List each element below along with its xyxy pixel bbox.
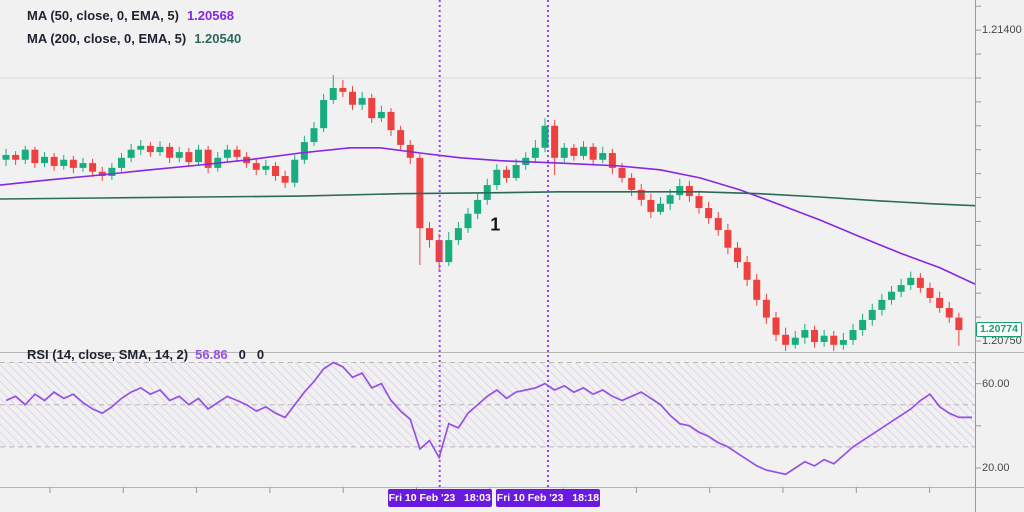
rsi-legend-label: RSI (14, close, SMA, 14, 2) — [27, 347, 189, 362]
ma50-legend-row[interactable]: MA (50, close, 0, EMA, 5) 1.20568 — [27, 4, 241, 27]
last-price-badge: 1.20774 — [976, 321, 1022, 337]
rsi-legend-value: 56.86 — [195, 347, 228, 362]
annotation-label-1[interactable]: 1 — [490, 214, 501, 235]
time-marker-badge-1818: Fri 10 Feb '23 18:18 — [495, 489, 600, 507]
rsi-legend-aux-upper: 0 — [238, 347, 246, 362]
rsi-axis-label-20: 20.00 — [982, 462, 1010, 475]
ma200-legend-row[interactable]: MA (200, close, 0, EMA, 5) 1.20540 — [27, 27, 241, 50]
rsi-legend-row[interactable]: RSI (14, close, SMA, 14, 2) 56.86 0 0 — [27, 347, 264, 362]
rsi-legend-aux-lower: 0 — [256, 347, 265, 362]
ma50-legend-label: MA (50, close, 0, EMA, 5) — [27, 8, 179, 23]
ma200-legend-label: MA (200, close, 0, EMA, 5) — [27, 31, 187, 46]
time-marker-badge-1803: Fri 10 Feb '23 18:03 — [387, 489, 492, 507]
ma50-legend-value: 1.20568 — [186, 8, 234, 23]
indicator-legend-ma: MA (50, close, 0, EMA, 5) 1.20568 MA (20… — [27, 4, 241, 50]
ma200-legend-value: 1.20540 — [194, 31, 242, 46]
rsi-axis-label-60: 60.00 — [982, 377, 1010, 390]
price-axis-label-bottom: 1.20750 — [982, 335, 1022, 347]
price-axis[interactable] — [975, 0, 1024, 487]
price-axis-label-top: 1.21400 — [982, 24, 1022, 37]
